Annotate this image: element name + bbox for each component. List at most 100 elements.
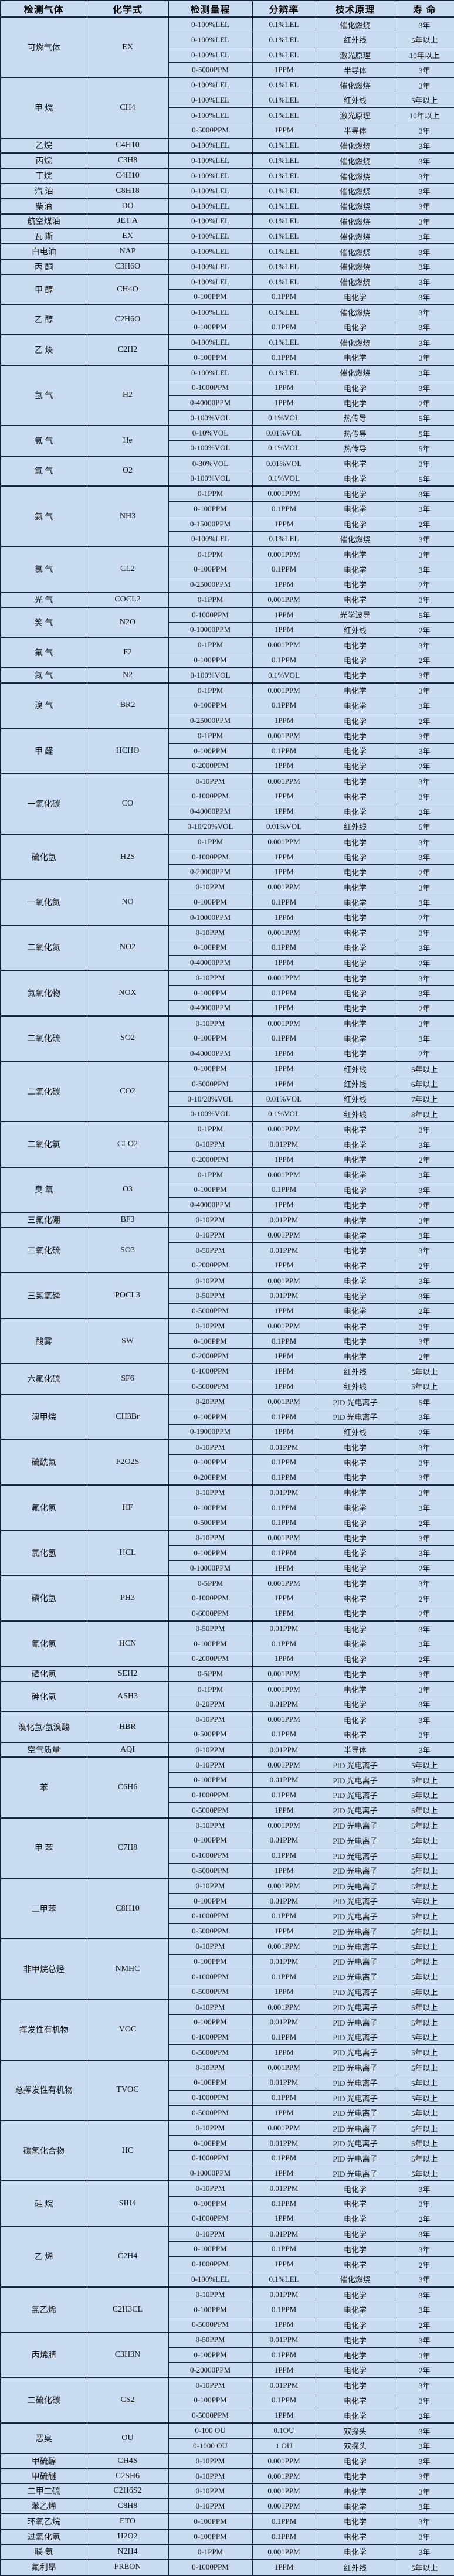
principle-cell: 电化学	[315, 1696, 395, 1712]
table-row: 0-1000PPM 0.1PPM PID 光电离子 5年以上	[1, 1847, 454, 1864]
table-row: 0-100PPM 0.1PPM 电化学 3年	[1, 1030, 454, 1046]
header-row: 检测气体 化学式 检测量程 分辨率 技术原理 寿 命	[0, 0, 454, 18]
lifespan-cell: 5年以上	[394, 1756, 454, 1773]
lifespan-cell: 3年	[394, 2196, 454, 2212]
range-cell: 0-1PPM	[168, 833, 253, 850]
gas-name-cell: 氰化氢	[0, 1620, 87, 1667]
lifespan-cell: 2年	[394, 1045, 454, 1062]
lifespan-cell: 3年	[394, 2438, 454, 2454]
resolution-cell: 0.01PPM	[252, 2075, 316, 2091]
range-cell: 0-1PPM	[168, 1681, 253, 1697]
principle-cell: PID 光电离子	[315, 2105, 395, 2121]
lifespan-cell: 3年	[394, 319, 454, 335]
lifespan-cell: 3年	[394, 2286, 454, 2303]
resolution-cell: 0.1PPM	[252, 894, 316, 910]
range-cell: 0-100%LEL	[168, 168, 253, 184]
resolution-cell: 0.1%LEL	[252, 531, 316, 547]
principle-cell: 激光原理	[315, 47, 395, 63]
lifespan-cell: 3年	[394, 2302, 454, 2317]
table-row: 丙烯腈 C3H3N 0-50PPM 0.01PPM 电化学 3年	[0, 2332, 454, 2378]
range-cell: 0-20000PPM	[168, 2362, 253, 2378]
table-row: 0-100PPM 0.1PPM PID 光电离子 3年	[1, 1409, 454, 1425]
principle-cell: 电化学	[315, 1242, 395, 1259]
table-row: 0-100%LEL 0.1%LEL 催化燃烧 3年	[1, 2271, 454, 2288]
principle-cell: 催化燃烧	[315, 168, 395, 184]
resolution-cell: 1PPM	[252, 1000, 316, 1017]
resolution-cell: 0.1%VOL	[252, 1106, 316, 1122]
table-row: 二氧化硫 SO2 0-10PPM 0.001PPM 电化学 3年	[0, 1015, 454, 1062]
principle-cell: 电化学	[315, 576, 395, 593]
lifespan-cell: 3年	[394, 940, 454, 956]
principle-cell: 电化学	[315, 2286, 395, 2303]
table-row: 可燃气体 EX 0-100%LEL 0.1%LEL 催化燃烧 3年	[0, 16, 454, 78]
resolution-cell: 1PPM	[252, 62, 316, 78]
gas-name-cell: 二硫化碳	[0, 2377, 87, 2424]
formula-cell: NAP	[86, 243, 169, 260]
range-cell: 0-5000PPM	[168, 2317, 253, 2333]
principle-cell: 催化燃烧	[315, 198, 395, 215]
formula-cell: ETO	[86, 2513, 169, 2530]
principle-cell: 电化学	[315, 1287, 395, 1304]
table-row: 0-40000PPM 1PPM 电化学 2年	[1, 1197, 454, 1213]
range-cell: 0-1000PPM	[168, 849, 253, 865]
principle-cell: 电化学	[315, 1272, 395, 1289]
resolution-cell: 0.01PPM	[252, 1893, 316, 1909]
range-cell: 0-2000PPM	[168, 1651, 253, 1667]
gas-name-cell: 氮氧化物	[0, 970, 87, 1017]
lifespan-cell: 3年	[394, 1182, 454, 1198]
table-row: 笑 气 N2O 0-1000PPM 1PPM 光学波导 5年	[0, 606, 454, 638]
resolution-cell: 1PPM	[252, 395, 316, 411]
table-row: 二甲苯 C8H10 0-10PPM 0.001PPM PID 光电离子 5年以上	[0, 1877, 454, 1939]
table-row: 0-100PPM 0.1PPM 电化学 3年	[1, 1636, 454, 1652]
principle-cell: 电化学	[315, 1197, 395, 1213]
table-row: 氨 气 NH3 0-1PPM 0.001PPM 电化学 3年	[0, 485, 454, 547]
range-cell: 0-5000PPM	[168, 2044, 253, 2061]
lifespan-cell: 3年	[394, 2528, 454, 2545]
formula-cell: EX	[86, 228, 169, 244]
formula-cell: NOX	[86, 970, 169, 1017]
range-cell: 0-100PPM	[168, 2528, 253, 2545]
table-row: 0-100PPM 0.1PPM 电化学 3年	[1, 1454, 454, 1470]
range-cell: 0-10PPM	[168, 1938, 253, 1955]
table-row: 甲硫醚 C2SH6 0-10PPM 0.001PPM 电化学 3年	[0, 2468, 454, 2484]
resolution-cell: 1PPM	[252, 864, 316, 880]
table-row: 0-100%LEL 0.1%LEL 激光原理 10年以上	[1, 107, 454, 124]
lifespan-cell: 5年以上	[394, 1378, 454, 1395]
formula-cell: C2H3CL	[86, 2286, 169, 2333]
principle-cell: PID 光电离子	[315, 1999, 395, 2015]
range-cell: 0-1000PPM	[168, 2089, 253, 2106]
lifespan-cell: 3年	[394, 228, 454, 244]
lifespan-cell: 5年以上	[394, 2165, 454, 2181]
table-row: 硒化氢 SEH2 0-5PPM 0.001PPM 电化学 3年	[0, 1666, 454, 1682]
resolution-cell: 0.1PPM	[252, 1636, 316, 1652]
resolution-cell: 0.1%VOL	[252, 667, 316, 684]
gas-name-cell: 氯乙烯	[0, 2286, 87, 2333]
principle-cell: 电化学	[315, 561, 395, 577]
resolution-cell: 1PPM	[252, 849, 316, 865]
table-row: 砷化氢 ASH3 0-1PPM 0.001PPM 电化学 3年	[0, 1681, 454, 1712]
table-row: 0-5000PPM 1PPM PID 光电离子 5年以上	[1, 2044, 454, 2061]
principle-cell: 电化学	[315, 954, 395, 971]
lifespan-cell: 3年	[394, 2271, 454, 2288]
lifespan-cell: 6年以上	[394, 1076, 454, 1092]
resolution-cell: 0.01PPM	[252, 1136, 316, 1153]
principle-cell: 电化学	[315, 1636, 395, 1652]
gas-name-cell: 汽 油	[0, 182, 87, 199]
resolution-cell: 0.1PPM	[252, 2347, 316, 2363]
formula-cell: SW	[86, 1317, 169, 1364]
formula-cell: C2H6O	[86, 304, 169, 335]
principle-cell: PID 光电离子	[315, 2029, 395, 2045]
table-row: 酸雾 SW 0-10PPM 0.001PPM 电化学 3年	[0, 1317, 454, 1364]
resolution-cell: 0.1PPM	[252, 985, 316, 1001]
range-cell: 0-10PPM	[168, 1530, 253, 1546]
resolution-cell: 0.1PPM	[252, 1847, 316, 1864]
table-row: 0-100PPM 0.1PPM 电化学 3年	[1, 1182, 454, 1198]
lifespan-cell: 3年	[394, 1681, 454, 1697]
principle-cell: 电化学	[315, 667, 395, 684]
gas-name-cell: 磷化氢	[0, 1575, 87, 1622]
gas-name-cell: 总挥发性有机物	[0, 2059, 87, 2121]
principle-cell: 红外线	[315, 1363, 395, 1379]
range-cell: 0-100PPM	[168, 1409, 253, 1425]
range-cell: 0-100%LEL	[168, 213, 253, 229]
resolution-cell: 1PPM	[252, 1061, 316, 1077]
